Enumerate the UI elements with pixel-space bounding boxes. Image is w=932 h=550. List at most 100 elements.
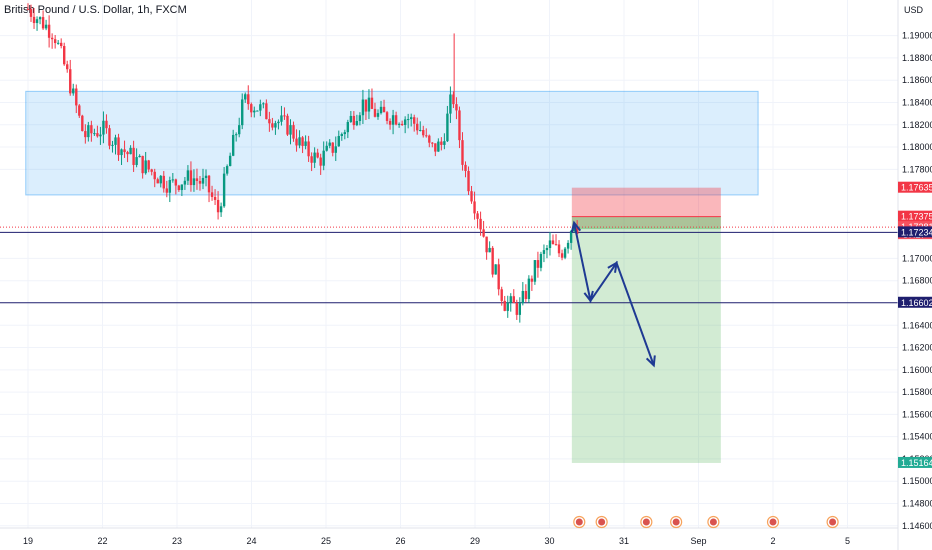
- candle: [331, 142, 334, 157]
- economic-event-icon[interactable]: [573, 515, 586, 529]
- economic-event-icon[interactable]: [707, 515, 720, 529]
- candle: [539, 251, 543, 272]
- price-tag[interactable]: 1.16602: [898, 296, 932, 308]
- candle-body: [50, 37, 54, 40]
- candle-body: [476, 213, 479, 219]
- candle-body: [500, 289, 503, 301]
- candle-body: [569, 231, 573, 243]
- candles: [26, 3, 579, 323]
- candle: [376, 109, 380, 120]
- candle-body: [349, 115, 353, 122]
- candle-body: [165, 188, 168, 193]
- candle-body: [216, 199, 220, 213]
- economic-event-icon[interactable]: [595, 515, 608, 529]
- candle: [219, 202, 223, 217]
- candle: [274, 120, 277, 135]
- price-tag-bg: [898, 296, 932, 308]
- candle: [289, 119, 292, 145]
- candle: [355, 114, 359, 127]
- candle: [403, 116, 407, 134]
- y-tick-label: 1.15400: [902, 432, 932, 442]
- candle: [295, 129, 298, 152]
- candle-body: [183, 180, 187, 185]
- candle: [59, 38, 63, 49]
- candle-body: [437, 141, 440, 152]
- candle-body: [150, 169, 153, 172]
- economic-event-icon[interactable]: [826, 515, 839, 529]
- candle: [78, 104, 81, 118]
- x-tick-label: 29: [470, 536, 480, 546]
- candle: [406, 113, 410, 129]
- candle: [105, 114, 108, 134]
- candle-body: [545, 247, 549, 251]
- candle-body: [38, 17, 42, 20]
- candle: [222, 167, 226, 208]
- candle-body: [370, 97, 374, 109]
- forecast-path[interactable]: [573, 222, 655, 366]
- candle-body: [234, 134, 238, 136]
- price-tag-value: 1.17375: [901, 212, 932, 222]
- candle-body: [482, 229, 485, 237]
- candle-body: [391, 115, 395, 125]
- arrow-head: [570, 220, 582, 233]
- economic-event-icon[interactable]: [670, 515, 683, 529]
- x-tick-label: 5: [845, 536, 850, 546]
- candle-body: [78, 105, 81, 116]
- x-tick-label: 26: [395, 536, 405, 546]
- price-tag[interactable]: 1.15164: [898, 456, 932, 468]
- candle-body: [313, 152, 316, 163]
- candle-body: [247, 94, 250, 105]
- candle: [485, 236, 488, 260]
- candle: [32, 8, 36, 29]
- candle-body: [207, 175, 211, 193]
- supply-zone[interactable]: [25, 90, 759, 196]
- candle-body: [66, 64, 69, 70]
- candle: [464, 161, 467, 178]
- candle-body: [228, 155, 232, 167]
- candle: [545, 245, 549, 259]
- economic-event-icon[interactable]: [640, 515, 653, 529]
- arrow-head: [607, 260, 618, 273]
- price-tag[interactable]: 1.17234: [898, 226, 932, 238]
- candle: [102, 111, 105, 144]
- candle-body: [470, 191, 473, 202]
- candle: [482, 220, 485, 238]
- y-tick-label: 1.18200: [902, 120, 932, 130]
- candle: [56, 40, 60, 45]
- candle: [509, 293, 512, 312]
- candle-body: [521, 290, 525, 304]
- candle: [527, 275, 531, 303]
- candle: [554, 234, 558, 246]
- candle-body: [105, 120, 108, 129]
- candle: [192, 169, 196, 192]
- price-tag-bg: [898, 456, 932, 468]
- price-tag[interactable]: 1.17375: [898, 210, 932, 222]
- candle: [262, 102, 265, 109]
- candle: [476, 210, 479, 229]
- candle-body: [352, 115, 356, 126]
- candle-body: [265, 103, 268, 120]
- economic-event-icon[interactable]: [766, 515, 780, 529]
- candle-body: [123, 149, 126, 153]
- candle-body: [337, 135, 340, 147]
- candle: [35, 16, 39, 31]
- price-tag[interactable]: 1.17635: [898, 181, 932, 193]
- candle: [117, 133, 120, 161]
- candle-body: [162, 175, 165, 189]
- candle: [93, 128, 96, 136]
- candle: [379, 100, 383, 115]
- candle-body: [35, 19, 39, 24]
- candle: [334, 136, 337, 161]
- candle-body: [29, 9, 33, 17]
- candle-body: [548, 240, 552, 248]
- candle-body: [180, 184, 184, 191]
- arrow-head: [645, 355, 656, 368]
- candle: [388, 118, 392, 130]
- stop-loss-zone[interactable]: [571, 187, 721, 228]
- candle: [247, 85, 250, 110]
- y-tick-label: 1.18600: [902, 75, 932, 85]
- candle: [413, 114, 416, 132]
- candle: [114, 134, 117, 155]
- candle: [150, 168, 153, 176]
